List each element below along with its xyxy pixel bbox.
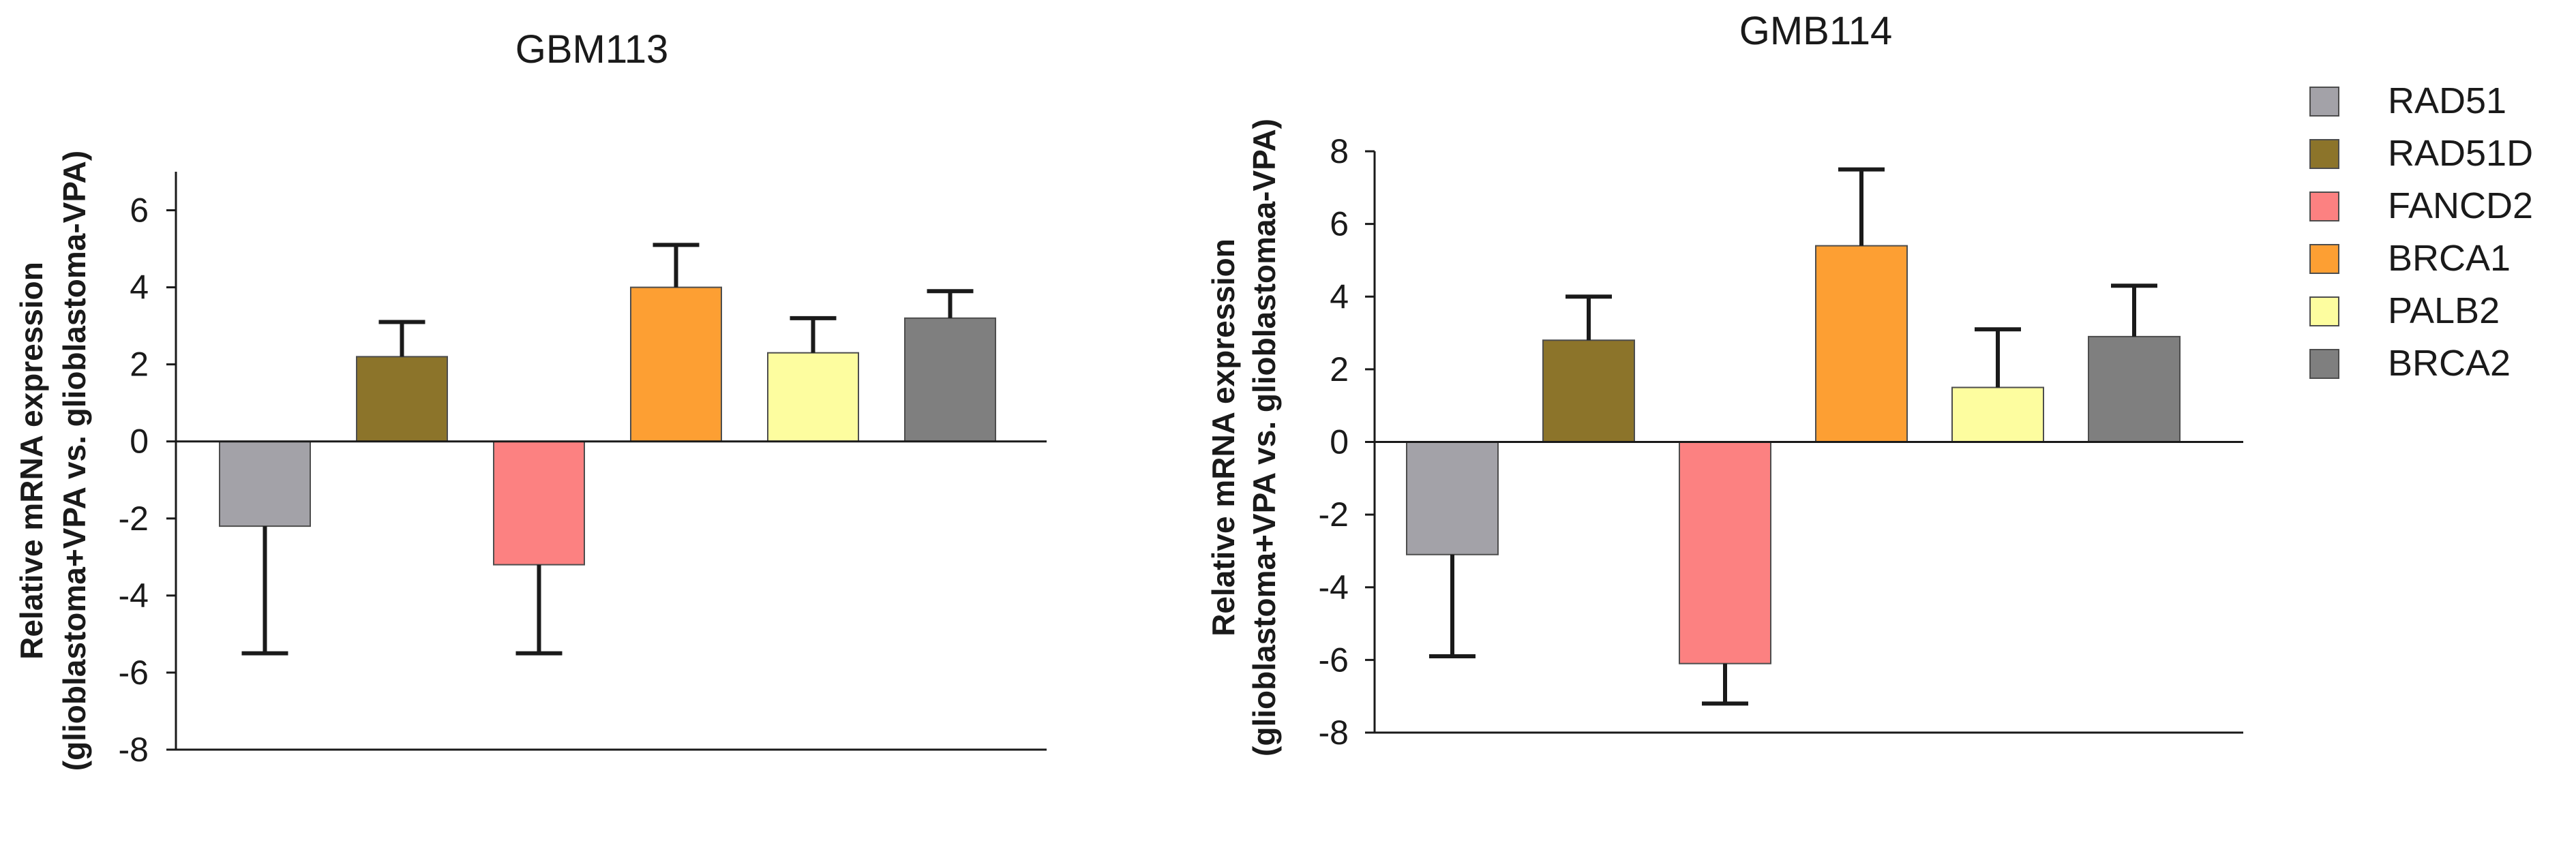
y-axis-ticks: -8 -6 -4 -2 0 2 4 6	[119, 191, 176, 769]
y-tick-label: 8	[1330, 132, 1349, 170]
error-bar-fancd2	[1702, 663, 1748, 706]
legend-label: FANCD2	[2388, 185, 2533, 226]
bar-brca1	[1815, 245, 1908, 443]
error-bar-palb2	[1975, 327, 2021, 388]
y-axis-label-line2: (glioblastoma+VPA vs. glioblastomaa-VPA)	[1246, 119, 1282, 756]
error-bar-brca2	[927, 289, 974, 318]
bar-palb2	[1951, 386, 2044, 443]
legend-item-rad51: RAD51	[2309, 80, 2506, 121]
y-axis-label-line1: Relative mRNA expression	[14, 262, 49, 660]
y-tick-label: -2	[1319, 495, 1349, 534]
y-tick-label: -6	[119, 654, 149, 692]
bar-fancd2	[493, 440, 585, 566]
error-bar-rad51d	[1566, 294, 1612, 341]
y-tick-label: 0	[1330, 423, 1349, 461]
legend-swatch	[2309, 139, 2339, 169]
legend-item-rad51d: RAD51D	[2309, 133, 2533, 174]
y-tick-label: -6	[1319, 641, 1349, 679]
bar-rad51	[1406, 441, 1499, 555]
y-tick-label: 2	[1330, 350, 1349, 388]
y-tick-label: 2	[130, 346, 149, 384]
error-bar-palb2	[790, 316, 837, 353]
bars	[1406, 167, 2181, 706]
legend-swatch	[2309, 349, 2339, 379]
y-axis-label-line1: Relative mRNA expression	[1205, 239, 1241, 637]
legend: RAD51 RAD51D FANCD2 BRCA1 PALB2 BRCA2	[2309, 80, 2533, 384]
legend-label: RAD51	[2388, 80, 2506, 121]
legend-item-fancd2: FANCD2	[2309, 185, 2533, 226]
y-axis-ticks: -8 -6 -4 -2 0 2 4 6 8	[1319, 132, 1375, 752]
bar-brca1	[630, 286, 722, 442]
legend-item-palb2: PALB2	[2309, 290, 2500, 331]
legend-swatch	[2309, 191, 2339, 221]
bar-fancd2	[1679, 441, 1771, 664]
bar-brca2	[904, 317, 996, 442]
y-tick-label: 0	[130, 423, 149, 461]
error-bar-brca2	[2111, 283, 2157, 337]
legend-label: BRCA2	[2388, 343, 2511, 384]
legend-label: PALB2	[2388, 290, 2500, 331]
y-tick-label: -4	[1319, 568, 1349, 607]
y-tick-label: -2	[119, 500, 149, 538]
error-bar-rad51	[241, 526, 288, 656]
legend-label: RAD51D	[2388, 133, 2533, 174]
bar-rad51d	[1542, 339, 1635, 443]
chart-gbm113: GBM113 Relative mRNA expression (gliobla…	[14, 27, 1047, 771]
y-tick-label: 6	[1330, 205, 1349, 243]
legend-label: BRCA1	[2388, 238, 2511, 279]
legend-item-brca1: BRCA1	[2309, 238, 2511, 279]
chart-title: GMB114	[1739, 9, 1893, 53]
bar-brca2	[2088, 335, 2181, 443]
legend-item-brca2: BRCA2	[2309, 343, 2511, 384]
chart-gmb114: GMB114 Relative mRNA expression (gliobla…	[1205, 9, 2243, 756]
legend-swatch	[2309, 87, 2339, 117]
chart-title: GBM113	[515, 27, 669, 72]
legend-swatch	[2309, 296, 2339, 326]
error-bar-brca1	[1838, 167, 1885, 246]
bars	[219, 243, 996, 656]
y-tick-label: -4	[119, 577, 149, 615]
y-tick-label: 6	[130, 191, 149, 230]
error-bar-rad51	[1429, 554, 1476, 659]
y-tick-label: -8	[1319, 714, 1349, 752]
error-bar-brca1	[653, 243, 700, 288]
y-tick-label: 4	[1330, 277, 1349, 316]
y-tick-label: -8	[119, 731, 149, 769]
y-axis-label-line2: (glioblastoma+VPA vs. glioblastoma-VPA)	[57, 151, 92, 771]
error-bar-fancd2	[515, 564, 563, 656]
legend-swatch	[2309, 244, 2339, 274]
y-tick-label: 4	[130, 269, 149, 307]
bar-palb2	[767, 352, 859, 442]
error-bar-rad51d	[378, 320, 425, 357]
bar-rad51d	[356, 356, 448, 442]
bar-rad51	[219, 440, 311, 527]
